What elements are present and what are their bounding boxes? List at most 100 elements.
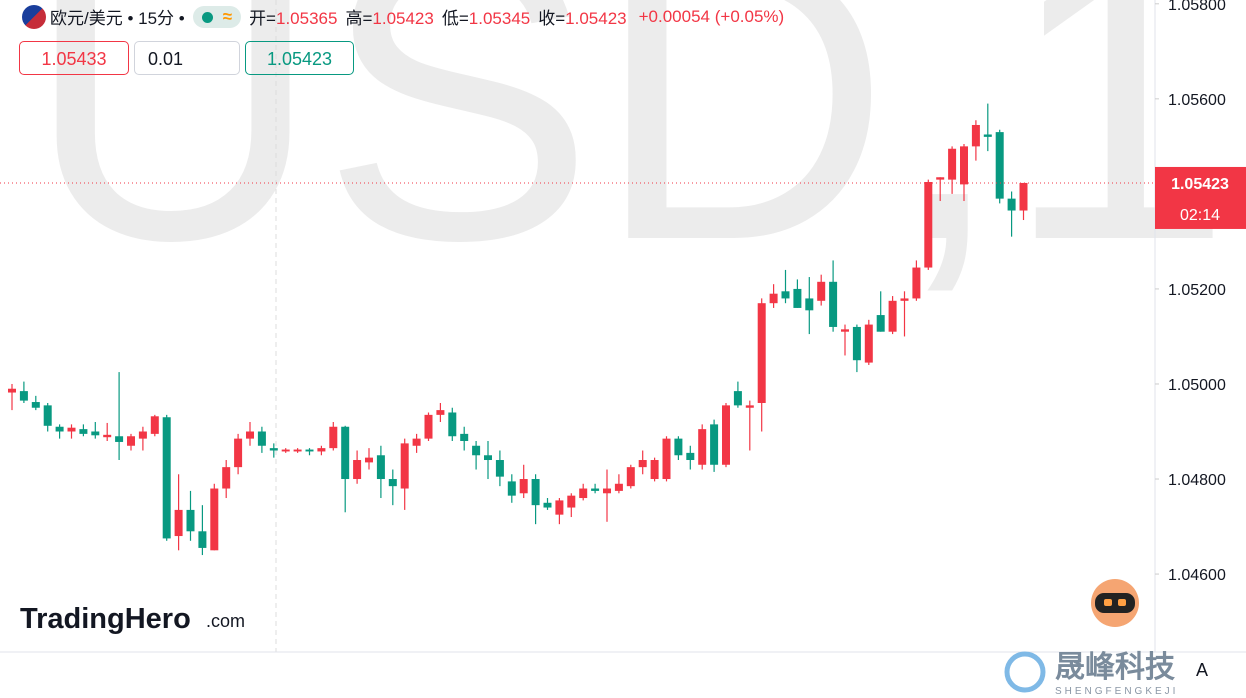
candle-body [293, 449, 302, 452]
candle-body [305, 449, 314, 452]
candle-body [579, 488, 588, 499]
last-price-label: 1.05423 [1171, 176, 1229, 193]
candle-body [388, 479, 397, 487]
candle-body [460, 433, 469, 442]
candle-body [222, 467, 231, 489]
candle-body [519, 479, 528, 494]
candle-body [257, 431, 266, 446]
candle-body [19, 391, 28, 401]
candle-body [960, 146, 968, 185]
candle-body [698, 429, 707, 465]
candle-body [495, 460, 504, 477]
candle-body [591, 488, 600, 491]
candle-body [210, 488, 219, 551]
ohlc-value: 1.05423 [372, 9, 434, 28]
candle-body [448, 412, 457, 437]
candle-body [103, 434, 112, 438]
candle-body [626, 467, 635, 487]
candle-body [567, 495, 576, 508]
ohlc: 开=1.05365 高=1.05423 低=1.05345 收=1.05423 [249, 4, 635, 29]
candle-body [936, 177, 945, 180]
candle-body [757, 303, 766, 403]
candle-body [317, 448, 326, 452]
logo: TradingHero [20, 603, 191, 635]
y-tick-label: 1.05800 [1168, 0, 1226, 14]
company-latin: SHENGFENGKEJI [1055, 686, 1178, 697]
candle-body [400, 443, 409, 489]
candle-body [852, 326, 861, 361]
candle-body [555, 500, 564, 515]
candle-body [79, 429, 88, 434]
candle-body [722, 405, 730, 465]
candle-body [507, 481, 516, 496]
candle-body [924, 182, 933, 268]
candle-body [162, 417, 171, 539]
candle-body [8, 388, 16, 393]
candle-body [341, 426, 350, 480]
company-name: 晟峰科技 [1055, 651, 1175, 684]
candle-body [91, 431, 100, 436]
candle-body [543, 502, 552, 508]
candle-body [686, 452, 695, 461]
candle-body [138, 431, 147, 439]
y-tick-label: 1.05600 [1168, 92, 1226, 109]
candle-body [234, 438, 243, 468]
candle-body [353, 460, 362, 480]
candle-body [710, 424, 719, 465]
candle-body [888, 300, 897, 332]
y-tick-label: 1.05200 [1168, 282, 1226, 299]
candle-body [436, 410, 445, 415]
candle-body [829, 281, 838, 327]
candle-body [31, 402, 40, 408]
buy-button[interactable]: 1.05423 [245, 41, 354, 75]
ohlc-label: 低= [441, 9, 469, 28]
candle-body [662, 438, 671, 480]
candle-body [424, 414, 433, 439]
ohlc-value: 1.05365 [276, 9, 338, 28]
candle-body [246, 431, 254, 439]
candle-body [900, 298, 909, 301]
candle-body [912, 267, 921, 299]
change: +0.00054 (+0.05%) [638, 6, 785, 26]
company-logo-icon [1004, 651, 1046, 693]
candle-body [638, 460, 647, 468]
last-price-tag [1155, 166, 1246, 229]
candle-body [484, 455, 492, 461]
candle-body [674, 438, 683, 456]
symbol: 欧元/美元 • 15分 • [50, 9, 185, 28]
candle-body [864, 324, 873, 363]
status-pill[interactable]: ≈ [192, 5, 242, 28]
candle-body [281, 449, 290, 452]
logo-suffix: .com [206, 611, 245, 631]
candle-body [817, 281, 826, 301]
countdown: 02:14 [1180, 207, 1220, 224]
candle-body [614, 483, 623, 491]
candle-body [876, 315, 885, 332]
sell-button[interactable]: 1.05433 [19, 41, 129, 75]
candle-body [198, 531, 207, 548]
candle-body [412, 438, 421, 446]
candle-body [805, 298, 814, 311]
candle-body [376, 455, 385, 480]
candle-body [127, 436, 135, 446]
robot-button[interactable] [1091, 579, 1139, 627]
y-tick-label: 1.04800 [1168, 472, 1226, 489]
candle-body [67, 427, 76, 432]
candle-body [531, 479, 540, 506]
candle-body [650, 460, 659, 480]
y-tick-label: 1.05000 [1168, 377, 1226, 394]
candle-body [43, 405, 52, 426]
candle-body [983, 134, 992, 137]
candle-body [1007, 198, 1016, 211]
ohlc-label: 高= [345, 9, 373, 28]
candle-body [769, 293, 778, 304]
ohlc-value: 1.05423 [565, 9, 627, 28]
candle-body [733, 391, 742, 406]
candle-body [365, 457, 373, 463]
candle-body [174, 509, 183, 537]
candle-body [948, 148, 957, 180]
quantity-input[interactable]: 0.01 [134, 41, 240, 75]
flag [22, 4, 46, 29]
